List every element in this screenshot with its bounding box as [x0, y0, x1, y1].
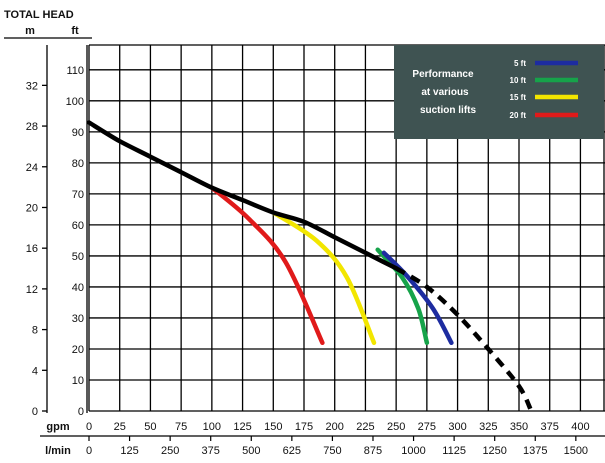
gpm-tick-label: 225 — [356, 421, 374, 433]
legend-label-20-ft: 20 ft — [510, 111, 527, 120]
gpm-tick-label: 25 — [114, 421, 126, 433]
ft-tick-label: 90 — [72, 127, 84, 139]
m-tick-label: 4 — [32, 365, 38, 377]
y-axis-ft: 0 10 20 30 40 50 60 70 80 90 100 110 — [66, 45, 88, 418]
curve-15-ft — [271, 210, 377, 346]
m-tick-label: 8 — [32, 325, 38, 337]
legend-title-line-3: suction lifts — [420, 105, 477, 116]
gpm-tick-label: 250 — [387, 421, 405, 433]
gpm-tick-label: 325 — [479, 421, 497, 433]
ft-tick-label: 20 — [72, 344, 84, 356]
ft-tick-label: 50 — [72, 251, 84, 263]
curve-main-extension — [394, 266, 534, 413]
lmin-tick-label: 875 — [364, 445, 382, 457]
legend-entries: 5 ft 10 ft 15 ft 20 ft — [510, 59, 578, 120]
chart-title: TOTAL HEAD — [4, 9, 74, 21]
gpm-tick-label: 400 — [571, 421, 589, 433]
lmin-tick-label: 625 — [283, 445, 301, 457]
lmin-tick-label: 125 — [120, 445, 138, 457]
gpm-tick-label: 350 — [510, 421, 528, 433]
ft-tick-label: 10 — [72, 375, 84, 387]
gpm-tick-label: 175 — [295, 421, 313, 433]
lmin-tick-label: 375 — [202, 445, 220, 457]
gpm-tick-label: 200 — [326, 421, 344, 433]
legend: Performance at various suction lifts 5 f… — [394, 45, 604, 139]
gpm-tick-label: 150 — [264, 421, 282, 433]
legend-label-10-ft: 10 ft — [510, 76, 527, 85]
legend-background — [394, 45, 604, 139]
ft-tick-label: 0 — [78, 406, 84, 418]
gpm-tick-label: 125 — [233, 421, 251, 433]
lmin-tick-label: 1375 — [523, 445, 547, 457]
lmin-tick-label: 250 — [161, 445, 179, 457]
curve-main — [86, 120, 399, 271]
ft-tick-label: 60 — [72, 220, 84, 232]
y-left-unit: m — [25, 25, 35, 37]
m-tick-label: 28 — [26, 121, 38, 133]
curve-5-ft — [381, 250, 454, 346]
m-tick-label: 32 — [26, 80, 38, 92]
m-tick-label: 20 — [26, 202, 38, 214]
x-unit-lmin: l/min — [45, 445, 71, 457]
gpm-tick-label: 100 — [203, 421, 221, 433]
m-tick-label: 16 — [26, 243, 38, 255]
y-right-unit: ft — [71, 25, 79, 37]
chart-grid — [88, 44, 605, 412]
legend-label-15-ft: 15 ft — [510, 93, 527, 102]
gpm-tick-label: 375 — [541, 421, 559, 433]
performance-curves — [86, 120, 534, 413]
x-axes: 0 25 50 75 100 125 150 175 200 225 250 275 300 325 350… — [40, 421, 605, 457]
curve-20-ft — [209, 185, 325, 346]
ft-tick-label: 110 — [66, 65, 84, 77]
m-tick-label: 0 — [32, 406, 38, 418]
legend-title-line-1: Performance — [412, 69, 474, 80]
x-unit-gpm: gpm — [46, 421, 69, 433]
lmin-tick-label: 500 — [242, 445, 260, 457]
lmin-tick-label: 0 — [86, 445, 92, 457]
m-tick-label: 24 — [26, 162, 38, 174]
legend-title-line-2: at various — [421, 87, 469, 98]
gpm-tick-label: 275 — [418, 421, 436, 433]
curve-10-ft — [375, 247, 430, 346]
lmin-tick-label: 1000 — [401, 445, 425, 457]
y-axis-m: 0 4 8 12 16 20 24 28 32 — [26, 45, 48, 418]
gpm-tick-label: 75 — [175, 421, 187, 433]
ft-tick-label: 100 — [66, 96, 84, 108]
ft-tick-label: 30 — [72, 313, 84, 325]
gpm-tick-label: 0 — [86, 421, 92, 433]
gpm-tick-label: 50 — [144, 421, 156, 433]
lmin-tick-label: 1250 — [482, 445, 506, 457]
ft-tick-label: 70 — [72, 189, 84, 201]
lmin-tick-label: 1500 — [564, 445, 588, 457]
gpm-tick-label: 300 — [448, 421, 466, 433]
ft-tick-label: 80 — [72, 158, 84, 170]
m-tick-label: 12 — [26, 284, 38, 296]
ft-tick-label: 40 — [72, 282, 84, 294]
lmin-tick-label: 1125 — [442, 445, 466, 457]
legend-label-5-ft: 5 ft — [514, 59, 526, 68]
lmin-tick-label: 750 — [323, 445, 341, 457]
